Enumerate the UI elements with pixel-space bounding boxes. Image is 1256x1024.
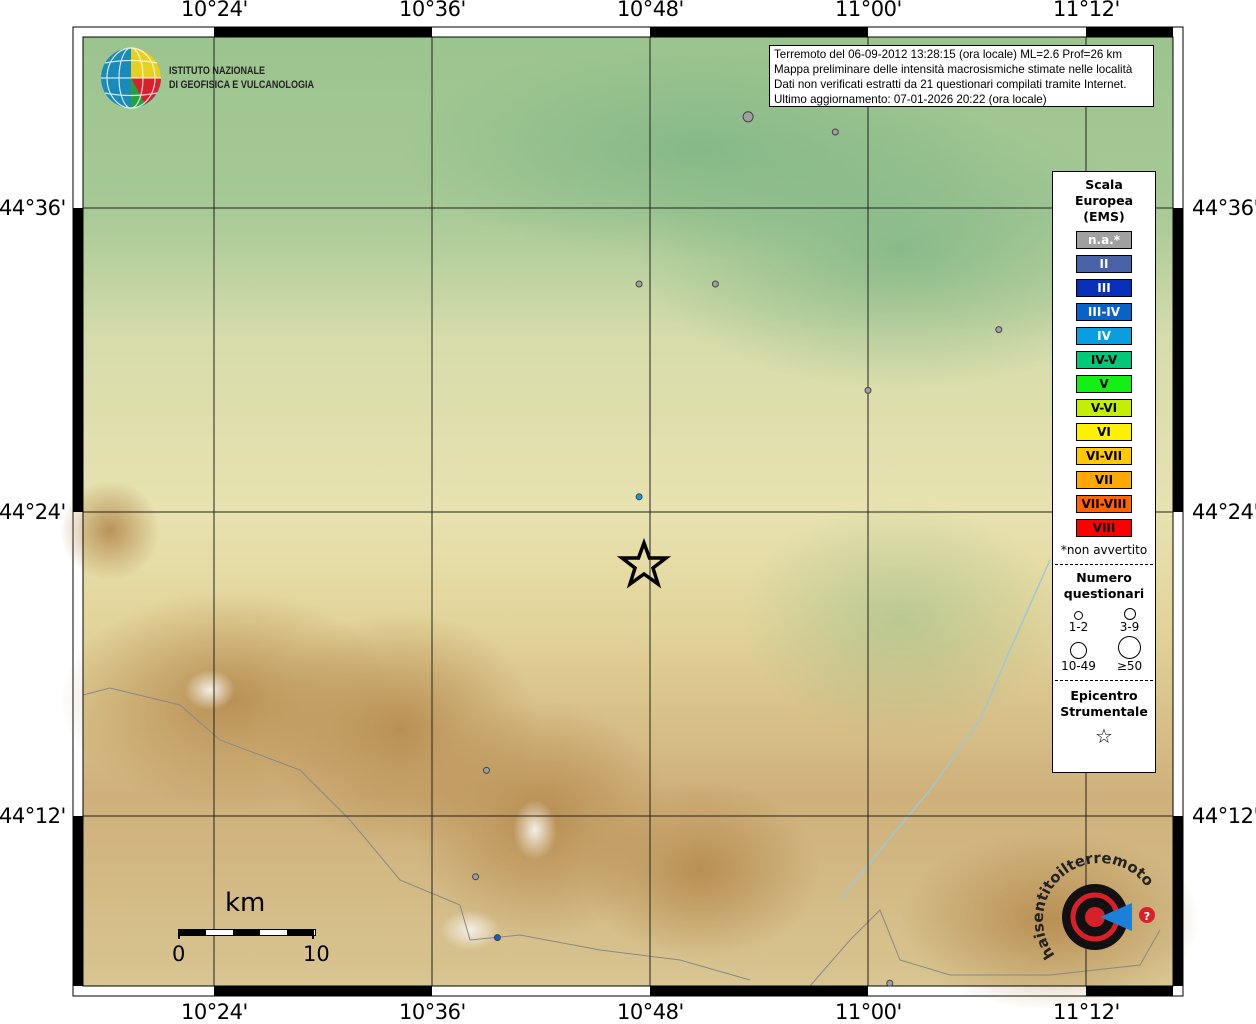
scale-bar: km 0 10 (170, 888, 330, 968)
legend-swatch: VII-VIII (1076, 495, 1132, 513)
epicenter-title-line: Strumentale (1060, 704, 1148, 719)
coord-label: 44°12' (0, 804, 66, 828)
size-50: ≥50 (1104, 636, 1155, 673)
terrain-layer (60, 37, 1200, 1010)
observation-point[interactable] (742, 111, 754, 123)
legend-swatch: VIII (1076, 519, 1132, 537)
frame-segment (650, 986, 868, 996)
size-label: 10-49 (1061, 659, 1096, 673)
frame-segment (73, 816, 83, 986)
observation-point[interactable] (635, 493, 643, 501)
map-border (82, 36, 1174, 987)
observation-point[interactable] (472, 873, 480, 881)
observation-points (472, 111, 1003, 987)
scale-unit: km (225, 888, 266, 918)
epicenter-title-line: Epicentro (1070, 688, 1138, 703)
size-label: 3-9 (1119, 620, 1140, 634)
coord-label: 44°36' (0, 196, 66, 220)
svg-text:?: ? (1144, 910, 1150, 923)
coord-label: 11°12' (1053, 1000, 1120, 1024)
epicenter-star-icon (616, 537, 672, 589)
coord-label: 44°24' (1192, 500, 1256, 524)
legend-swatch: n.a.* (1076, 231, 1132, 249)
scale-min: 0 (172, 942, 186, 966)
count-sizes: 1-2 3-9 10-49 ≥50 (1053, 608, 1155, 673)
legend-swatch: V (1076, 375, 1132, 393)
legend-swatch: IV (1076, 327, 1132, 345)
coord-label: 11°00' (835, 1000, 902, 1024)
frame-segment (1086, 27, 1173, 37)
legend-swatch: VII (1076, 471, 1132, 489)
observation-point[interactable] (483, 766, 490, 774)
size-label: 1-2 (1068, 620, 1089, 634)
divider (1055, 680, 1153, 681)
legend-swatch: II (1076, 255, 1132, 273)
observation-point[interactable] (831, 128, 839, 136)
event-line: Terremoto del 06-09-2012 13:28:15 (ora l… (774, 48, 1123, 61)
observation-point[interactable] (886, 979, 894, 987)
legend-swatch: III (1076, 279, 1132, 297)
observation-point[interactable] (493, 934, 501, 942)
scale-max: 10 (303, 942, 330, 966)
size-label: ≥50 (1116, 659, 1143, 673)
legend-swatch: VI-VII (1076, 447, 1132, 465)
count-title-line: questionari (1063, 586, 1145, 601)
coord-label: 10°24' (181, 1000, 248, 1024)
frame-segment (650, 27, 868, 37)
coord-label: 10°48' (617, 0, 684, 21)
last-update: Ultimo aggiornamento: 07-01-2026 20:22 (… (774, 93, 1047, 106)
frame-segment (214, 986, 432, 996)
ingv-name-line2: DI GEOFISICA E VULCANOLOGIA (169, 79, 314, 91)
coord-label: 44°36' (1192, 196, 1256, 220)
coord-label: 10°36' (399, 0, 466, 21)
coord-label: 10°48' (617, 1000, 684, 1024)
legend-swatch: IV-V (1076, 351, 1132, 369)
legend-title-line: Europea (1074, 193, 1134, 208)
coord-label: 11°12' (1053, 0, 1120, 21)
frame-segment (1086, 986, 1173, 996)
size-1-2: 1-2 (1053, 608, 1104, 634)
event-info-box: Terremoto del 06-09-2012 13:28:15 (ora l… (769, 45, 1154, 107)
frame-segment (214, 27, 432, 37)
star-icon: ☆ (1095, 724, 1113, 748)
epicenter-title: Epicentro Strumentale (1053, 688, 1155, 720)
divider (1055, 564, 1153, 565)
observation-point[interactable] (711, 280, 719, 288)
legend-title-line: Scala (1085, 177, 1123, 192)
coord-label: 10°24' (181, 0, 248, 21)
count-title-line: Numero (1076, 570, 1132, 585)
legend-swatch: III-IV (1076, 303, 1132, 321)
coord-label: 44°24' (0, 500, 66, 524)
legend-swatch: VI (1076, 423, 1132, 441)
ingv-logo-icon (101, 47, 161, 109)
ingv-name-line1: ISTITUTO NAZIONALE (169, 65, 266, 77)
coord-label: 11°00' (835, 0, 902, 21)
data-note: Dati non verificati estratti da 21 quest… (774, 78, 1127, 91)
legend-swatch: V-VI (1076, 399, 1132, 417)
observation-point[interactable] (995, 326, 1003, 334)
frame-segment (73, 208, 83, 512)
legend-title-line: (EMS) (1083, 209, 1125, 224)
intensity-scale: n.a.* II III III-IV IV IV-V V V-VI VI VI-VII VII VI… (1053, 231, 1155, 537)
coord-label: 44°12' (1192, 804, 1256, 828)
observation-point[interactable] (635, 280, 643, 288)
map-frame (73, 27, 1183, 996)
map-description: Mappa preliminare delle intensità macros… (774, 63, 1133, 76)
frame-segment (1173, 816, 1183, 986)
count-title: Numero questionari (1053, 570, 1155, 602)
coord-label: 10°36' (399, 1000, 466, 1024)
legend-title: Scala Europea (EMS) (1053, 177, 1155, 225)
scale-ticks (178, 929, 314, 939)
legend: Scala Europea (EMS) n.a.* II III III-IV IV IV… (1052, 171, 1156, 773)
frame-segment (1173, 208, 1183, 512)
size-3-9: 3-9 (1104, 608, 1155, 634)
legend-note: *non avvertito (1060, 543, 1148, 557)
observation-point[interactable] (864, 386, 872, 394)
size-10-49: 10-49 (1053, 636, 1104, 673)
ingv-logo-text: ISTITUTO NAZIONALE DI GEOFISICA E VULCAN… (169, 64, 314, 92)
